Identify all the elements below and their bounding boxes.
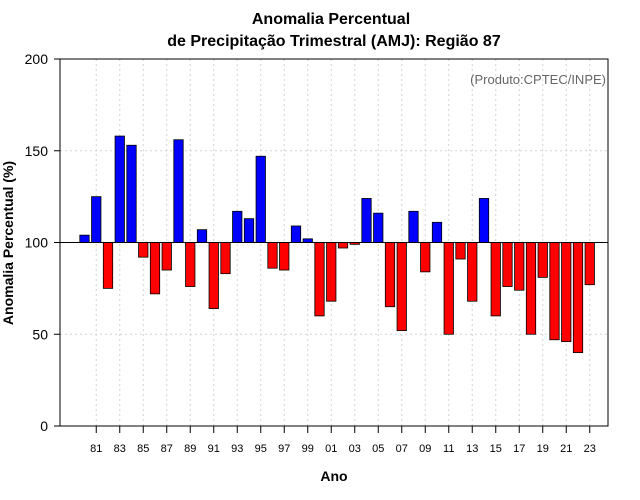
y-tick-label: 0 — [40, 418, 48, 434]
bar-1984 — [126, 144, 137, 243]
bar-1994 — [243, 218, 255, 243]
bar-1987 — [161, 242, 172, 271]
bar-2017 — [514, 242, 525, 291]
chart-title-line2: de Precipitação Trimestral (AMJ): Região… — [167, 33, 501, 50]
bar-2005 — [373, 212, 384, 243]
bar-1998 — [290, 225, 302, 243]
bar-2023 — [584, 242, 595, 286]
bar-1981 — [91, 196, 102, 243]
y-axis-title: Anomalia Percentual (%) — [0, 161, 16, 325]
bar-2007 — [396, 242, 407, 331]
x-tick-label: 99 — [302, 443, 314, 455]
x-tick-label: 19 — [537, 443, 549, 455]
bar-1980 — [79, 234, 90, 243]
x-tick-label: 23 — [584, 443, 596, 455]
bar-2009 — [420, 242, 431, 273]
x-tick-label: 91 — [208, 443, 220, 455]
chart-title-line1: Anomalia Percentual — [252, 11, 410, 28]
x-tick-label: 81 — [90, 443, 102, 455]
bar-2013 — [467, 242, 478, 302]
bar-2015 — [490, 242, 501, 317]
bar-2008 — [408, 210, 419, 243]
bars — [79, 135, 595, 353]
bar-2004 — [361, 198, 372, 243]
bar-2022 — [572, 242, 584, 353]
bar-1982 — [102, 242, 114, 289]
bar-1993 — [232, 210, 243, 243]
x-tick-label: 05 — [372, 443, 384, 455]
y-tick-label: 50 — [32, 326, 48, 342]
product-annotation: (Produto:CPTEC/INPE) — [470, 72, 606, 87]
y-tick-label: 150 — [25, 143, 49, 159]
x-tick-label: 83 — [114, 443, 126, 455]
bar-2019 — [537, 242, 548, 278]
bar-1991 — [208, 242, 219, 309]
x-tick-label: 01 — [325, 443, 337, 455]
y-axis: 0 50 100 150 200 — [25, 51, 60, 434]
bar-1983 — [114, 135, 125, 243]
bar-2014 — [478, 198, 490, 243]
x-tick-label: 89 — [184, 443, 196, 455]
bar-1989 — [185, 242, 196, 287]
x-tick-label: 03 — [349, 443, 361, 455]
x-tick-label: 15 — [490, 443, 502, 455]
bar-2001 — [326, 242, 337, 302]
bar-2006 — [384, 242, 396, 308]
bar-2021 — [561, 242, 572, 342]
bar-2011 — [443, 242, 454, 335]
bar-1999 — [302, 238, 313, 243]
bar-2020 — [549, 242, 560, 341]
x-tick-label: 09 — [419, 443, 431, 455]
bar-1992 — [220, 242, 231, 275]
x-tick-label: 07 — [396, 443, 408, 455]
x-axis-title: Ano — [320, 468, 347, 484]
bar-2012 — [455, 242, 466, 260]
bar-2018 — [525, 242, 537, 335]
bar-2000 — [314, 242, 325, 317]
bar-1990 — [196, 229, 208, 243]
bar-1985 — [138, 242, 149, 258]
bar-1988 — [173, 139, 184, 243]
x-tick-label: 87 — [161, 443, 173, 455]
y-tick-label: 100 — [25, 235, 49, 251]
bar-2010 — [431, 221, 443, 243]
x-tick-label: 97 — [278, 443, 290, 455]
x-tick-label: 13 — [466, 443, 478, 455]
x-tick-label: 93 — [231, 443, 243, 455]
x-tick-label: 11 — [443, 443, 454, 455]
bar-2016 — [502, 242, 513, 287]
bar-2002 — [337, 242, 349, 249]
x-tick-label: 95 — [255, 443, 267, 455]
x-tick-label: 21 — [560, 443, 572, 455]
y-tick-label: 200 — [25, 51, 49, 67]
x-tick-label: 17 — [513, 443, 525, 455]
grid — [60, 59, 608, 426]
x-axis: 81 83 85 87 89 91 93 95 97 99 01 03 05 07 09 11 13 15 17 19… — [90, 426, 596, 455]
x-tick-label: 85 — [137, 443, 149, 455]
bar-1986 — [149, 242, 161, 295]
bar-1997 — [279, 242, 290, 271]
bar-1995 — [255, 155, 266, 243]
bar-1996 — [267, 242, 278, 269]
